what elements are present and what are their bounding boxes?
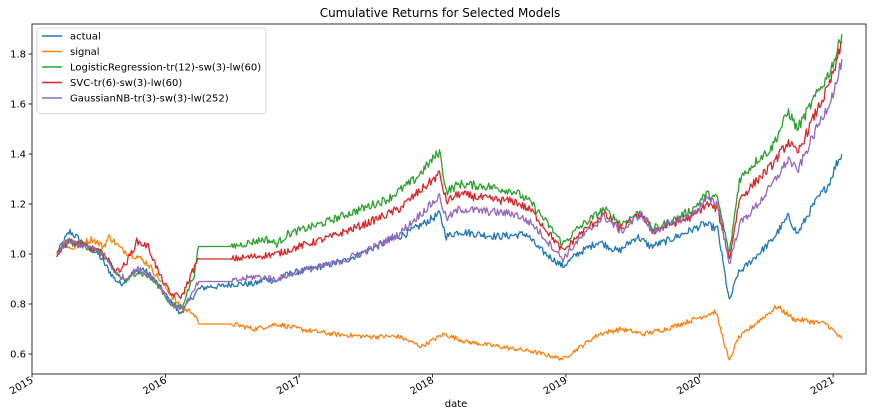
series-line-2 — [56, 33, 843, 309]
x-tick-label: 2020 — [675, 375, 703, 397]
series-line-1 — [56, 234, 843, 361]
x-axis-title: date — [445, 399, 468, 410]
x-tick-label: 2019 — [542, 375, 570, 397]
y-tick-label: 1.4 — [10, 150, 26, 161]
legend-label: SVC-tr(6)-sw(3)-lw(60) — [70, 78, 182, 89]
x-tick-label: 2015 — [8, 375, 36, 397]
legend-box — [36, 27, 267, 114]
y-tick-label: 1.0 — [10, 250, 26, 261]
legend-label: signal — [70, 47, 100, 58]
y-tick-label: 0.8 — [10, 300, 26, 311]
series-layer — [56, 33, 843, 361]
chart-title: Cumulative Returns for Selected Models — [320, 6, 561, 20]
y-tick-label: 0.6 — [10, 350, 26, 361]
legend-label: actual — [70, 32, 101, 43]
legend-label: GaussianNB-tr(3)-sw(3)-lw(252) — [70, 94, 229, 105]
y-tick-label: 1.8 — [10, 50, 26, 61]
y-axis: 0.6 0.8 1.0 1.2 1.4 1.6 1.8 — [10, 50, 32, 361]
series-line-3 — [56, 41, 843, 300]
plot-frame — [31, 23, 867, 375]
legend: actual signal LogisticRegression-tr(12)-sw… — [36, 27, 267, 114]
y-tick-label: 1.6 — [10, 100, 26, 111]
x-tick-label: 2018 — [409, 375, 437, 397]
series-line-0 — [56, 153, 843, 315]
x-axis: 2015 2016 2017 2018 2019 2020 2021 — [8, 374, 837, 397]
x-tick-label: 2016 — [141, 375, 169, 397]
x-tick-label: 2017 — [275, 375, 303, 397]
x-tick-label: 2021 — [809, 375, 837, 397]
series-line-4 — [56, 58, 843, 310]
y-tick-label: 1.2 — [10, 200, 26, 211]
legend-label: LogisticRegression-tr(12)-sw(3)-lw(60) — [70, 63, 261, 74]
